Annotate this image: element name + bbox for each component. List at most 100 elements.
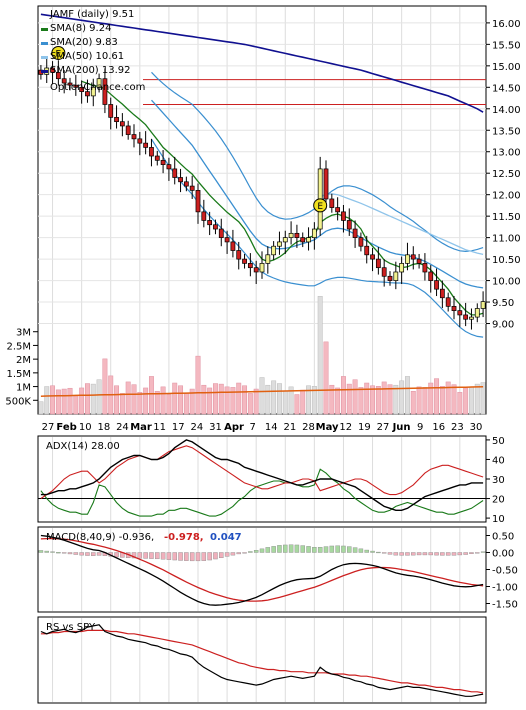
macd-histogram-bar [219, 552, 224, 559]
volume-bar [370, 385, 376, 415]
watermark: OptionChance.com [50, 82, 145, 93]
macd-histogram-bar [358, 548, 364, 553]
candle-body [399, 263, 405, 273]
candle-body [311, 228, 317, 238]
volume-bar [148, 376, 154, 415]
macd-histogram-bar [184, 552, 189, 561]
legend-label-sma8: SMA(8) 9.24 [50, 23, 111, 34]
candle-body [247, 263, 253, 269]
panel-frame-price [37, 5, 487, 415]
x-axis-label: 24 [116, 422, 129, 433]
macd-histogram-bar [207, 552, 212, 561]
volume-bar [90, 383, 96, 415]
volume-bar [207, 387, 213, 415]
volume-bar [160, 386, 166, 415]
price-axis-label: 13.00 [492, 148, 521, 159]
candle-body [282, 237, 288, 243]
candle-body [178, 177, 183, 183]
macd-label: MACD(8,40,9) -0.936, [46, 532, 154, 543]
volume-bar [212, 383, 218, 415]
macd-histogram-bar [85, 552, 90, 556]
volume-bar [44, 386, 50, 415]
x-axis-label: May [316, 422, 339, 433]
macd-histogram-bar [50, 551, 55, 553]
candle-body [405, 254, 410, 264]
candle-body [102, 78, 108, 105]
earnings-marker-label: E [317, 202, 323, 212]
volume-bar [131, 384, 137, 415]
legend-swatch-sma50 [41, 56, 48, 59]
x-axis-label: Mar [130, 422, 152, 433]
volume-bar [480, 382, 486, 415]
adx-minus_di-line [40, 445, 484, 499]
volume-bar [276, 383, 282, 415]
adx-axis-label: 30 [492, 475, 505, 486]
x-axis-label: 27 [42, 422, 55, 433]
adx-adx-line [40, 439, 484, 511]
volume-bar [125, 381, 131, 415]
sma20-line [151, 99, 484, 289]
macd-histogram-bar [480, 551, 486, 553]
candle-body [195, 190, 201, 213]
macd-histogram-bar [189, 552, 195, 562]
macd-histogram-bar [155, 552, 160, 560]
adx-axis-label: 50 [492, 436, 505, 447]
volume-bar [73, 395, 79, 415]
volume-bar [393, 384, 399, 415]
volume-bar [288, 386, 294, 415]
volume-bar [323, 341, 329, 415]
macd-histogram-bar [323, 546, 329, 553]
macd-histogram-bar [405, 552, 410, 556]
price-axis-label: 15.50 [492, 40, 521, 51]
volume-bar [259, 377, 265, 415]
x-axis-label: 27 [377, 422, 390, 433]
x-axis-label: 23 [451, 422, 464, 433]
volume-bar [375, 386, 381, 415]
macd-histogram-bar [73, 552, 79, 555]
x-axis-label: 30 [470, 422, 483, 433]
volume-bar [253, 388, 259, 415]
macd-histogram-bar [306, 546, 311, 553]
macd-macd-line [40, 534, 484, 606]
macd-histogram-bar [143, 552, 148, 559]
candle-body [300, 237, 306, 243]
adx-axis-label: 10 [492, 514, 505, 525]
candle-body [422, 263, 428, 273]
volume-bar [265, 384, 271, 415]
candle-body [335, 207, 341, 213]
candle-body [207, 220, 213, 226]
macd-histogram-bar [44, 550, 49, 553]
x-axis-label: 28 [302, 422, 315, 433]
macd-histogram-bar [242, 552, 247, 554]
price-axis-label: 10.00 [492, 277, 521, 288]
volume-bar [96, 379, 102, 415]
candle-body [201, 211, 207, 221]
candle-body [90, 86, 96, 97]
price-axis-label: 13.50 [492, 126, 521, 137]
macd-histogram-bar [294, 544, 300, 553]
candle-body [381, 267, 387, 277]
volume-bar [300, 389, 306, 415]
volume-bar [387, 384, 393, 415]
candle-body [428, 271, 434, 281]
macd-histogram-bar [259, 548, 265, 553]
price-axis-label: 14.50 [492, 83, 521, 94]
x-axis-label: Jun [392, 422, 411, 433]
macd-signal-line [40, 537, 484, 602]
candle-body [346, 220, 352, 230]
macd-histogram-bar [288, 544, 294, 553]
price-axis-label: 10.50 [492, 255, 521, 266]
macd-axis-label: -0.50 [492, 566, 518, 577]
candle-body [271, 245, 277, 256]
volume-bar [38, 401, 44, 415]
volume-bar [137, 392, 143, 415]
price-axis-label: 9.50 [492, 298, 514, 309]
volume-bar [346, 383, 352, 415]
candle-body [358, 237, 364, 247]
volume-bar [364, 382, 370, 415]
volume-axis-label: 1.5M [6, 369, 31, 380]
candle-body [79, 86, 85, 92]
adx-axis-label: 20 [492, 495, 505, 506]
macd-histogram-bar [91, 552, 96, 556]
